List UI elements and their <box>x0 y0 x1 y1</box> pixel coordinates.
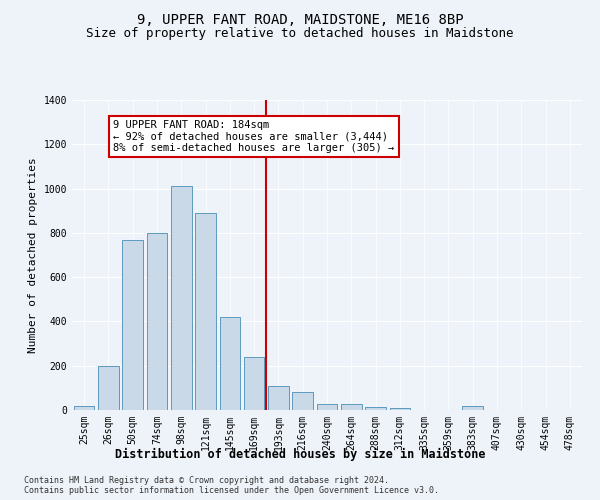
Bar <box>365 406 386 410</box>
Bar <box>220 317 240 410</box>
Bar <box>146 233 167 410</box>
Text: 9, UPPER FANT ROAD, MAIDSTONE, ME16 8BP: 9, UPPER FANT ROAD, MAIDSTONE, ME16 8BP <box>137 12 463 26</box>
Text: 9 UPPER FANT ROAD: 184sqm
← 92% of detached houses are smaller (3,444)
8% of sem: 9 UPPER FANT ROAD: 184sqm ← 92% of detac… <box>113 120 395 153</box>
Bar <box>292 392 313 410</box>
Bar <box>463 406 483 410</box>
Bar <box>389 408 410 410</box>
Bar <box>195 213 216 410</box>
Y-axis label: Number of detached properties: Number of detached properties <box>28 157 38 353</box>
Bar <box>122 240 143 410</box>
Bar <box>98 366 119 410</box>
Bar <box>268 386 289 410</box>
Bar <box>74 406 94 410</box>
Bar <box>317 404 337 410</box>
Text: Size of property relative to detached houses in Maidstone: Size of property relative to detached ho… <box>86 28 514 40</box>
Text: Contains HM Land Registry data © Crown copyright and database right 2024.
Contai: Contains HM Land Registry data © Crown c… <box>24 476 439 495</box>
Text: Distribution of detached houses by size in Maidstone: Distribution of detached houses by size … <box>115 448 485 460</box>
Bar <box>341 404 362 410</box>
Bar <box>244 357 265 410</box>
Bar <box>171 186 191 410</box>
